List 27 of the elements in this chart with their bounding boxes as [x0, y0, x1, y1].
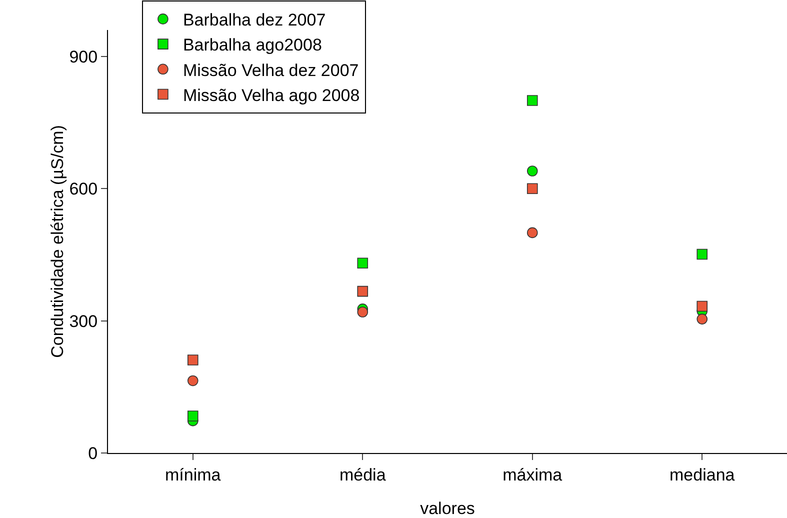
point	[696, 248, 708, 260]
point	[357, 306, 368, 318]
y-tick-label: 300	[69, 312, 98, 331]
x-tick-label: mediana	[670, 465, 736, 484]
point	[357, 258, 368, 268]
point	[696, 314, 708, 324]
y-tick-label: 900	[69, 47, 98, 66]
legend-label: Missão Velha ago 2008	[182, 86, 360, 105]
legend-label: Barbalha ago2008	[182, 36, 322, 55]
y-tick-label: 0	[88, 444, 98, 463]
point	[187, 410, 198, 422]
legend-label: Missão Velha dez 2007	[182, 60, 359, 80]
y-axis-title: Condutividade elétrica (µS/cm)	[48, 125, 68, 358]
point	[526, 95, 538, 106]
point	[187, 375, 198, 386]
x-tick-label: máxima	[502, 465, 563, 484]
point	[187, 354, 198, 366]
point	[696, 300, 708, 312]
y-tick-label: 600	[69, 180, 98, 199]
x-axis-title: valores	[420, 499, 475, 518]
x-tick-label: média	[339, 465, 386, 484]
point	[526, 166, 538, 176]
x-tick-label: mínima	[165, 465, 222, 484]
point	[526, 227, 538, 238]
point	[357, 286, 368, 297]
point	[526, 183, 538, 194]
legend-label: Barbalha dez 2007	[182, 10, 326, 30]
